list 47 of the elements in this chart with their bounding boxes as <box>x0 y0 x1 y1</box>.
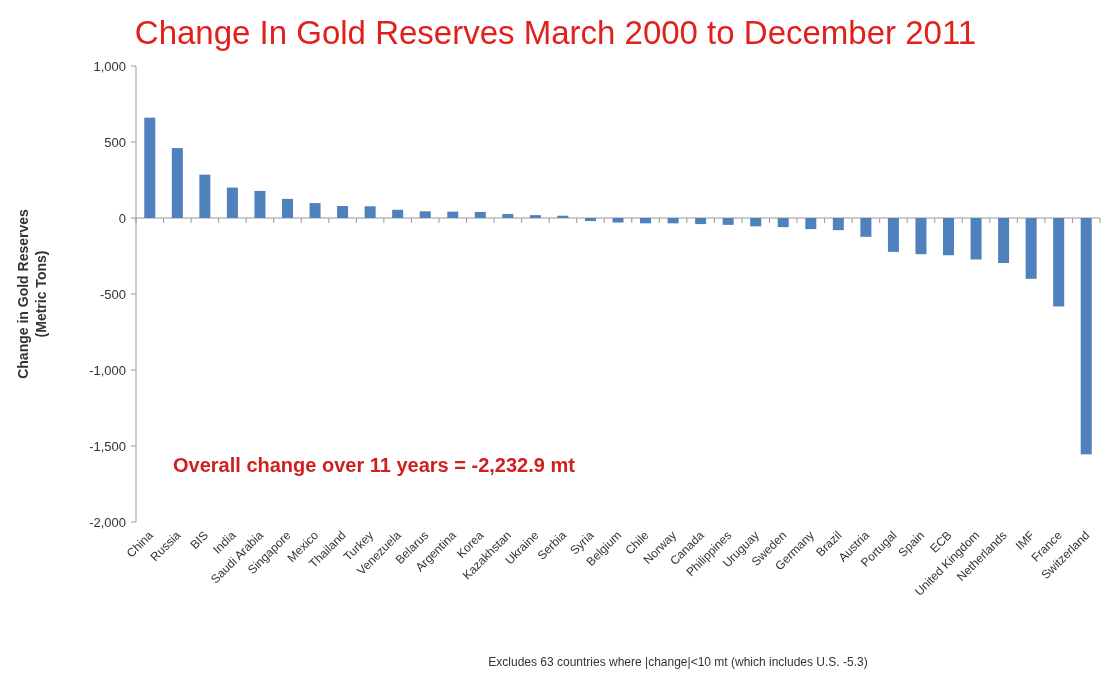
bar <box>309 203 321 218</box>
y-tick-label: 500 <box>104 134 126 150</box>
y-tick-label: -2,000 <box>89 514 126 530</box>
y-tick-label: 0 <box>118 210 126 226</box>
bar <box>171 148 183 218</box>
bar <box>254 190 266 218</box>
bar <box>970 218 982 260</box>
bar <box>805 218 817 230</box>
bar <box>860 218 872 237</box>
x-tick-label: IMF <box>1012 528 1038 553</box>
bar <box>777 218 789 228</box>
y-tick-label: 1,000 <box>93 58 126 74</box>
bar <box>364 206 376 218</box>
bar <box>915 218 927 255</box>
bar <box>447 211 459 218</box>
bar <box>1053 218 1065 307</box>
annotation: Overall change over 11 years = -2,232.9 mt <box>173 454 576 476</box>
y-tick-label: -1,000 <box>89 362 126 378</box>
bar <box>474 211 486 218</box>
text: Excludes 63 countries where |change|<10 mt (which includes U.S. -5.3) <box>488 655 868 669</box>
bar <box>144 117 156 218</box>
bar <box>612 218 624 223</box>
bar <box>640 218 652 224</box>
y-tick-label: -500 <box>99 286 126 302</box>
chart-title: Change In Gold Reserves March 2000 to December 2011 <box>134 14 977 51</box>
bar <box>199 174 211 218</box>
bar <box>1025 218 1037 279</box>
bar <box>281 198 293 218</box>
bar <box>584 218 596 222</box>
bar <box>529 215 541 218</box>
bar <box>722 218 734 225</box>
bar <box>1080 218 1092 455</box>
y-tick-label: -1,500 <box>89 438 126 454</box>
x-tick-label: BIS <box>187 528 211 552</box>
bar <box>695 218 707 225</box>
bar <box>832 218 844 231</box>
y-axis-title: Change in Gold Reserves (Metric Tons) <box>15 208 49 379</box>
bar <box>667 218 679 224</box>
bar <box>750 218 762 227</box>
bar <box>887 218 899 252</box>
bar <box>419 211 431 218</box>
bar <box>392 209 404 218</box>
bar <box>998 218 1010 263</box>
bar <box>943 218 955 256</box>
bar <box>502 214 514 218</box>
bar <box>226 187 238 218</box>
bar <box>337 205 349 218</box>
